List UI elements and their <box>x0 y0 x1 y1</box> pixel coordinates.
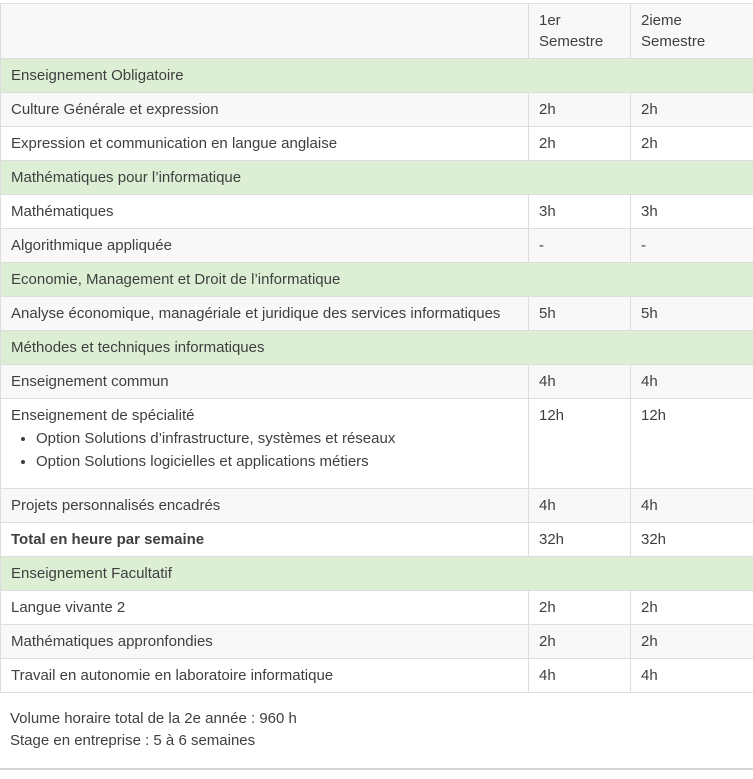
course-label: Algorithmique appliquée <box>0 228 529 263</box>
course-label-text: Total en heure par semaine <box>11 531 205 548</box>
course-label-text: Enseignement de spécialité <box>11 407 195 424</box>
section-row: Enseignement Obligatoire <box>0 58 753 93</box>
section-row: Enseignement Facultatif <box>0 556 753 591</box>
sem2-hours: 2h <box>630 624 753 659</box>
internship-note: Stage en entreprise : 5 à 6 semaines <box>10 732 256 749</box>
header-sem1-column: 1er Semestre <box>528 3 631 59</box>
course-label: Culture Générale et expression <box>0 92 529 127</box>
course-row: Mathématiques 3h 3h <box>0 194 753 229</box>
section-label: Economie, Management et Droit de l’infor… <box>0 262 753 297</box>
course-label-text: Algorithmique appliquée <box>11 237 172 254</box>
course-label: Analyse économique, managériale et jurid… <box>0 296 529 331</box>
sem2-hours: 3h <box>630 194 753 229</box>
sem1-hours: 32h <box>528 522 631 557</box>
section-label: Mathématiques pour l’informatique <box>0 160 753 195</box>
total-row: Total en heure par semaine 32h 32h <box>0 522 753 557</box>
sem2-hours: 2h <box>630 126 753 161</box>
section-row: Economie, Management et Droit de l’infor… <box>0 262 753 297</box>
course-label: Enseignement de spécialité Option Solutio… <box>0 398 529 489</box>
course-row: Analyse économique, managériale et jurid… <box>0 296 753 331</box>
course-label: Enseignement commun <box>0 364 529 399</box>
sem1-hours: 2h <box>528 590 631 625</box>
sem2-hours: 2h <box>630 92 753 127</box>
course-row: Algorithmique appliquée - - <box>0 228 753 263</box>
section-label: Méthodes et techniques informatiques <box>0 330 753 365</box>
sem1-hours: 12h <box>528 398 631 489</box>
course-label-text: Expression et communication en langue an… <box>11 135 338 152</box>
sem2-hours: - <box>630 228 753 263</box>
course-label: Projets personnalisés encadrés <box>0 488 529 523</box>
course-row: Enseignement de spécialité Option Solutio… <box>0 398 753 489</box>
course-row: Langue vivante 2 2h 2h <box>0 590 753 625</box>
course-label-text: Analyse économique, managériale et jurid… <box>11 305 501 322</box>
course-row: Enseignement commun 4h 4h <box>0 364 753 399</box>
course-label: Langue vivante 2 <box>0 590 529 625</box>
schedule-table-body: Enseignement Obligatoire Culture Générale… <box>0 58 753 693</box>
course-row: Expression et communication en langue an… <box>0 126 753 161</box>
sem2-hours: 2h <box>630 590 753 625</box>
option-item: Option Solutions logicielles et applicat… <box>36 451 518 472</box>
schedule-table: 1er Semestre 2ieme Semestre Enseignement… <box>0 3 753 693</box>
sem1-hours: - <box>528 228 631 263</box>
sem1-hours: 5h <box>528 296 631 331</box>
sem1-hours: 4h <box>528 488 631 523</box>
course-label: Expression et communication en langue an… <box>0 126 529 161</box>
sem1-hours: 3h <box>528 194 631 229</box>
header-sem2-column: 2ieme Semestre <box>630 3 753 59</box>
course-label-text: Projets personnalisés encadrés <box>11 497 221 514</box>
course-row: Projets personnalisés encadrés 4h 4h <box>0 488 753 523</box>
option-item: Option Solutions d’infrastructure, systè… <box>36 428 518 449</box>
course-row: Culture Générale et expression 2h 2h <box>0 92 753 127</box>
header-row: 1er Semestre 2ieme Semestre <box>0 3 753 59</box>
course-label: Mathématiques <box>0 194 529 229</box>
section-row: Mathématiques pour l’informatique <box>0 160 753 195</box>
total-hours-note: Volume horaire total de la 2e année : 96… <box>10 710 297 727</box>
sem2-hours: 4h <box>630 488 753 523</box>
sem1-hours: 4h <box>528 658 631 693</box>
course-label-text: Mathématiques <box>11 203 114 220</box>
course-label: Mathématiques appronfondies <box>0 624 529 659</box>
sem1-hours: 2h <box>528 624 631 659</box>
sem2-hours: 4h <box>630 364 753 399</box>
sem2-hours: 12h <box>630 398 753 489</box>
option-list: Option Solutions d’infrastructure, systè… <box>11 428 518 472</box>
course-label: Travail en autonomie en laboratoire info… <box>0 658 529 693</box>
sem1-hours: 2h <box>528 92 631 127</box>
bottom-divider <box>0 768 753 776</box>
course-label-text: Langue vivante 2 <box>11 599 126 616</box>
course-row: Travail en autonomie en laboratoire info… <box>0 658 753 693</box>
course-label-text: Travail en autonomie en laboratoire info… <box>11 667 334 684</box>
section-row: Méthodes et techniques informatiques <box>0 330 753 365</box>
sem2-hours: 4h <box>630 658 753 693</box>
sem1-hours: 4h <box>528 364 631 399</box>
sem2-hours: 32h <box>630 522 753 557</box>
section-label: Enseignement Facultatif <box>0 556 753 591</box>
sem2-hours: 5h <box>630 296 753 331</box>
sem1-hours: 2h <box>528 126 631 161</box>
course-label-text: Enseignement commun <box>11 373 169 390</box>
course-label-text: Culture Générale et expression <box>11 101 219 118</box>
section-label: Enseignement Obligatoire <box>0 58 753 93</box>
course-label: Total en heure par semaine <box>0 522 529 557</box>
header-course-column <box>0 3 529 59</box>
course-label-text: Mathématiques appronfondies <box>11 633 213 650</box>
course-row: Mathématiques appronfondies 2h 2h <box>0 624 753 659</box>
footer-notes: Volume horaire total de la 2e année : 96… <box>0 708 753 752</box>
